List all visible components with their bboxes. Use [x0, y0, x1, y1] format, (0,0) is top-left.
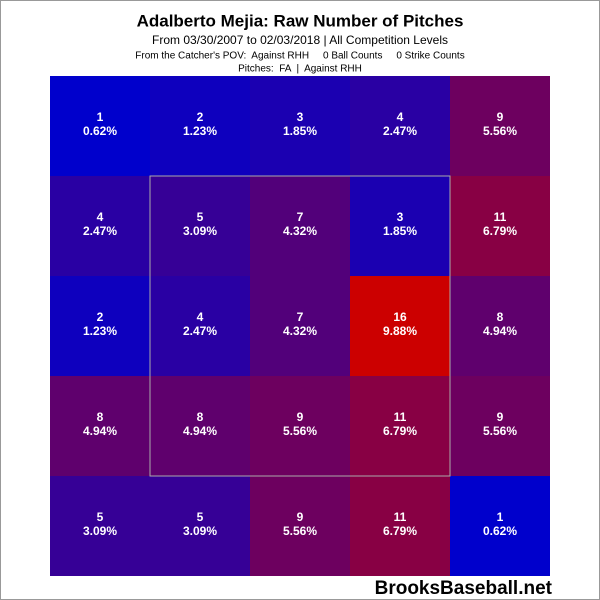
heat-cell	[350, 276, 450, 376]
cell-share: 1.23%	[183, 124, 217, 138]
cell-count: 4	[97, 210, 104, 224]
cell-share: 5.56%	[283, 524, 317, 538]
cell-share: 1.85%	[283, 124, 317, 138]
heat-cell	[450, 76, 550, 176]
cell-count: 11	[394, 510, 407, 524]
heat-cell	[350, 476, 450, 576]
cell-count: 7	[297, 210, 304, 224]
cell-share: 0.62%	[483, 524, 517, 538]
heatmap-grid: 10.62%21.23%31.85%42.47%95.56%42.47%53.0…	[50, 76, 550, 576]
cell-share: 6.79%	[483, 224, 517, 238]
cell-share: 5.56%	[283, 424, 317, 438]
cell-count: 9	[297, 410, 304, 424]
heat-cell	[250, 176, 350, 276]
heat-cell	[250, 276, 350, 376]
cell-count: 2	[197, 110, 204, 124]
heat-cell	[150, 376, 250, 476]
cell-count: 11	[394, 410, 407, 424]
pitches-line: Pitches: FA | Against RHH	[238, 64, 362, 75]
chart-title: Adalberto Mejia: Raw Number of Pitches	[137, 11, 464, 30]
cell-count: 7	[297, 310, 304, 324]
cell-share: 3.09%	[83, 524, 117, 538]
heat-cell	[50, 476, 150, 576]
heat-cell	[50, 176, 150, 276]
cell-share: 2.47%	[383, 124, 417, 138]
watermark: BrooksBaseball.net	[375, 578, 553, 599]
heat-cell	[250, 476, 350, 576]
pov-line: From the Catcher's POV: Against RHH 0 Ba…	[135, 51, 464, 62]
cell-share: 6.79%	[383, 424, 417, 438]
cell-share: 3.09%	[183, 224, 217, 238]
heat-cell	[150, 76, 250, 176]
cell-count: 8	[97, 410, 104, 424]
cell-share: 2.47%	[183, 324, 217, 338]
strike-zone	[149, 175, 451, 477]
heat-cell	[350, 176, 450, 276]
cell-count: 9	[497, 110, 504, 124]
heat-cell	[450, 176, 550, 276]
heat-cell	[450, 376, 550, 476]
cell-share: 4.94%	[83, 424, 117, 438]
heat-cell	[250, 376, 350, 476]
cell-share: 9.88%	[383, 324, 417, 338]
heat-cell	[150, 476, 250, 576]
cell-share: 4.32%	[283, 324, 317, 338]
heat-cell	[350, 76, 450, 176]
cell-count: 8	[197, 410, 204, 424]
cell-count: 1	[97, 110, 104, 124]
cell-count: 3	[397, 210, 404, 224]
cell-count: 1	[497, 510, 504, 524]
cell-share: 5.56%	[483, 124, 517, 138]
cell-share: 2.47%	[83, 224, 117, 238]
cell-share: 5.56%	[483, 424, 517, 438]
cell-count: 16	[393, 310, 407, 324]
heat-cell	[250, 76, 350, 176]
heat-cell	[450, 276, 550, 376]
cell-count: 4	[197, 310, 204, 324]
cell-count: 9	[497, 410, 504, 424]
cell-share: 1.85%	[383, 224, 417, 238]
heat-cell	[50, 376, 150, 476]
cell-share: 4.94%	[183, 424, 217, 438]
cell-share: 3.09%	[183, 524, 217, 538]
heat-cell	[50, 76, 150, 176]
cell-share: 6.79%	[383, 524, 417, 538]
cell-share: 4.94%	[483, 324, 517, 338]
cell-count: 2	[97, 310, 104, 324]
heat-cell	[350, 376, 450, 476]
heat-cell	[150, 276, 250, 376]
chart-subtitle: From 03/30/2007 to 02/03/2018 | All Comp…	[152, 33, 448, 47]
cell-share: 4.32%	[283, 224, 317, 238]
cell-share: 1.23%	[83, 324, 117, 338]
cell-count: 11	[494, 210, 507, 224]
cell-count: 3	[297, 110, 304, 124]
cell-count: 4	[397, 110, 404, 124]
cell-count: 5	[197, 510, 204, 524]
heat-cell	[450, 476, 550, 576]
heat-cell	[50, 276, 150, 376]
cell-count: 8	[497, 310, 504, 324]
cell-count: 9	[297, 510, 304, 524]
cell-share: 0.62%	[83, 124, 117, 138]
cell-count: 5	[97, 510, 104, 524]
heat-cell	[150, 176, 250, 276]
cell-count: 5	[197, 210, 204, 224]
